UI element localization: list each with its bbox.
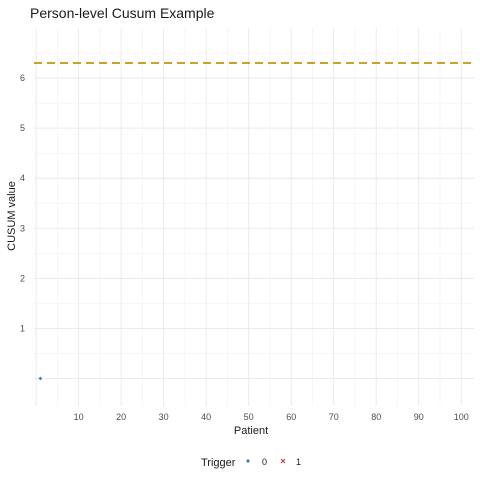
y-tick-label: 5 xyxy=(20,123,25,133)
x-tick-label: 70 xyxy=(329,412,339,422)
y-tick-label: 3 xyxy=(20,223,25,233)
x-tick-label: 20 xyxy=(116,412,126,422)
x-tick-label: 50 xyxy=(244,412,254,422)
grid xyxy=(34,28,474,406)
data-point xyxy=(38,376,43,381)
x-tick-label: 100 xyxy=(454,412,469,422)
x-tick-label: 40 xyxy=(201,412,211,422)
y-tick-label: 6 xyxy=(20,73,25,83)
x-tick-label: 60 xyxy=(286,412,296,422)
y-axis-title: CUSUM value xyxy=(6,181,18,251)
x-tick-label: 80 xyxy=(371,412,381,422)
legend-label-0: 0 xyxy=(262,457,267,467)
legend-label-1: 1 xyxy=(296,457,301,467)
x-tick-label: 30 xyxy=(159,412,169,422)
legend-key-0 xyxy=(246,459,250,463)
y-tick-label: 4 xyxy=(20,173,25,183)
y-tick-label: 2 xyxy=(20,273,25,283)
x-tick-label: 90 xyxy=(414,412,424,422)
y-tick-label: 1 xyxy=(20,323,25,333)
chart-title: Person-level Cusum Example xyxy=(30,5,215,21)
x-axis-title: Patient xyxy=(234,425,268,437)
points-layer xyxy=(38,376,43,381)
tick-labels: 10 20 30 40 50 60 70 80 90 100 1 2 3 4 5 6 xyxy=(20,73,469,422)
x-tick-label: 10 xyxy=(74,412,84,422)
legend-title: Trigger xyxy=(201,457,236,469)
legend-key-1 xyxy=(280,458,286,464)
